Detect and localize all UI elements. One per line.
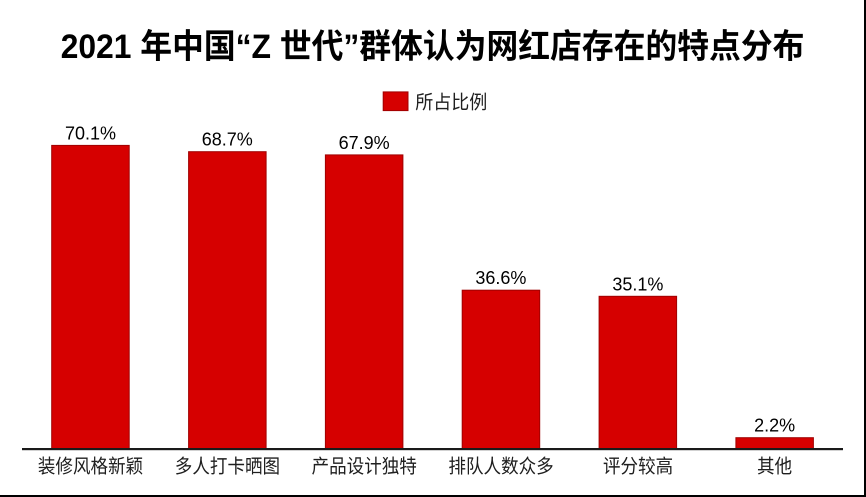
svg-text:67.9%: 67.9% — [339, 133, 390, 153]
svg-text:2.2%: 2.2% — [754, 416, 795, 436]
svg-text:70.1%: 70.1% — [65, 123, 116, 143]
svg-text:35.1%: 35.1% — [612, 274, 663, 294]
svg-text:36.6%: 36.6% — [475, 268, 526, 288]
svg-text:68.7%: 68.7% — [202, 130, 253, 150]
